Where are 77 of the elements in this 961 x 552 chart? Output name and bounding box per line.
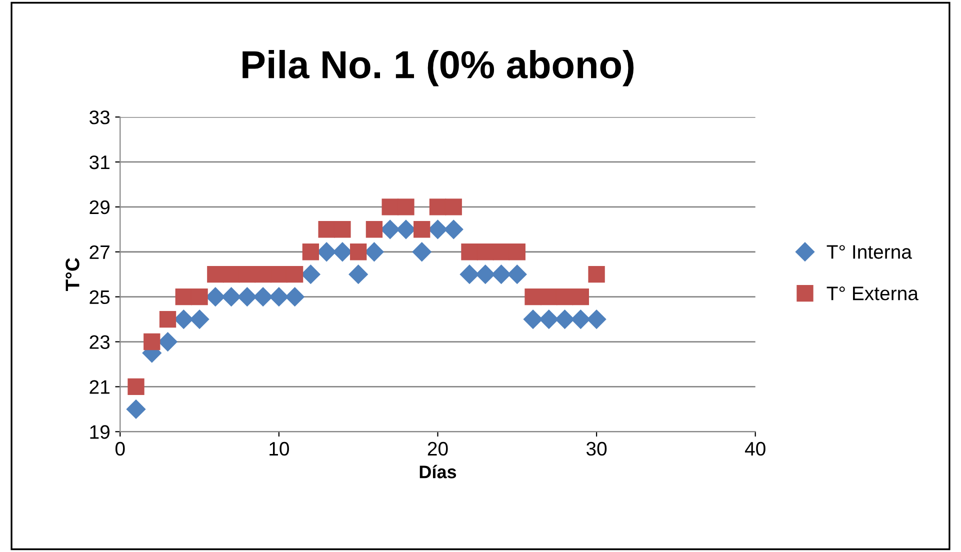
x-tick-label: 40 bbox=[744, 442, 766, 456]
point bbox=[572, 288, 589, 306]
point bbox=[444, 220, 464, 239]
point bbox=[508, 264, 527, 284]
point bbox=[539, 310, 558, 329]
point bbox=[380, 220, 400, 239]
point bbox=[364, 242, 384, 262]
point bbox=[524, 288, 542, 306]
point bbox=[238, 287, 257, 306]
point bbox=[317, 242, 336, 262]
point bbox=[126, 400, 146, 419]
x-tick-label: 30 bbox=[586, 442, 607, 456]
point bbox=[492, 264, 511, 284]
point bbox=[334, 221, 351, 238]
point bbox=[270, 266, 288, 283]
point bbox=[175, 288, 192, 306]
point bbox=[206, 287, 225, 306]
x-tick-label: 0 bbox=[115, 442, 125, 456]
point bbox=[238, 266, 256, 283]
y-axis-title: T°C bbox=[66, 258, 80, 291]
point bbox=[523, 310, 543, 329]
chart-title: Pila No. 1 (0% abono) bbox=[242, 50, 634, 86]
point bbox=[191, 288, 208, 306]
legend-label: T° Interna bbox=[826, 245, 912, 259]
point bbox=[158, 332, 178, 352]
point bbox=[477, 244, 494, 260]
point bbox=[318, 221, 335, 238]
point bbox=[207, 266, 224, 283]
point bbox=[398, 198, 414, 216]
point bbox=[269, 287, 288, 306]
point bbox=[254, 287, 273, 306]
point bbox=[350, 244, 367, 260]
point bbox=[587, 310, 606, 329]
point bbox=[128, 378, 144, 396]
y-tick-label: 31 bbox=[90, 155, 110, 170]
point bbox=[382, 198, 398, 216]
y-tick-label: 33 bbox=[90, 110, 110, 124]
point bbox=[332, 242, 352, 262]
y-tick-label: 27 bbox=[90, 245, 110, 259]
x-tick-label: 20 bbox=[428, 442, 448, 456]
point bbox=[190, 310, 210, 329]
point bbox=[556, 288, 574, 306]
point bbox=[254, 266, 272, 283]
point bbox=[461, 244, 478, 260]
point bbox=[174, 310, 194, 329]
point bbox=[414, 221, 430, 238]
point bbox=[429, 198, 446, 216]
point bbox=[460, 264, 480, 284]
point bbox=[366, 221, 383, 238]
point bbox=[571, 310, 590, 329]
y-tick-label: 25 bbox=[90, 290, 110, 304]
y-tick-label: 21 bbox=[90, 380, 110, 394]
point bbox=[222, 287, 241, 306]
point bbox=[301, 264, 320, 284]
point bbox=[445, 198, 462, 216]
legend-label: T° Externa bbox=[826, 286, 918, 300]
point bbox=[222, 266, 240, 283]
point bbox=[492, 244, 510, 260]
point bbox=[555, 310, 574, 329]
point bbox=[412, 242, 432, 262]
y-tick-label: 29 bbox=[90, 200, 110, 214]
point bbox=[144, 333, 160, 350]
point bbox=[540, 288, 558, 306]
point bbox=[302, 244, 320, 260]
point bbox=[159, 310, 176, 328]
point bbox=[286, 266, 304, 283]
point bbox=[476, 264, 495, 284]
point bbox=[348, 264, 368, 284]
x-tick-label: 10 bbox=[270, 442, 289, 456]
point bbox=[508, 244, 526, 260]
x-axis-title: Días bbox=[420, 464, 456, 478]
y-tick-label: 19 bbox=[90, 425, 110, 439]
y-tick-label: 23 bbox=[90, 335, 110, 350]
point bbox=[428, 220, 448, 239]
point bbox=[396, 220, 416, 239]
point bbox=[588, 266, 605, 283]
point bbox=[285, 287, 304, 306]
